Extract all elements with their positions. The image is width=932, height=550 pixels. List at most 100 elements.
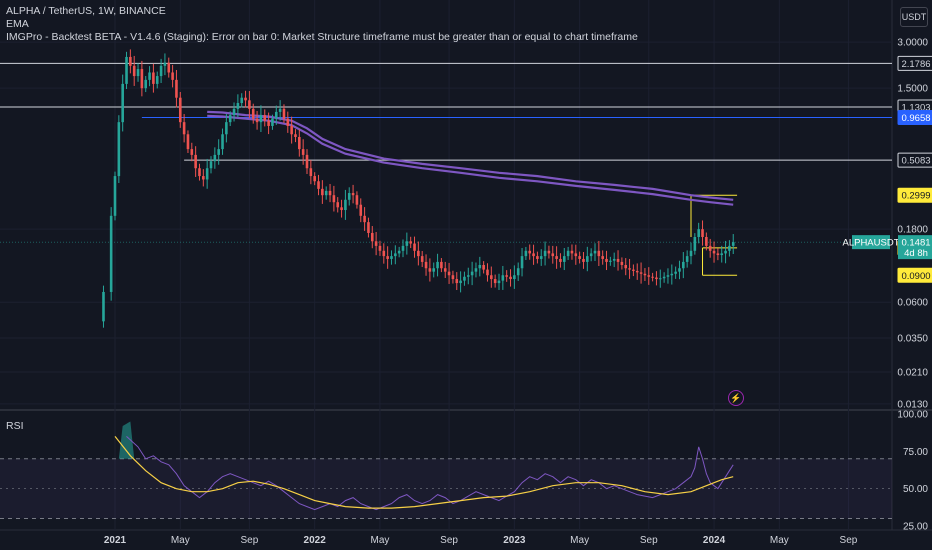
countdown-label: 4d 8h [904,248,928,259]
candle-body [505,275,508,277]
candle-body [367,222,370,233]
candle-body [555,256,558,259]
candle-body [712,250,716,254]
candle-body [159,65,163,77]
rsi-tick-label: 100.00 [897,410,928,421]
rsi-label[interactable]: RSI [6,420,24,432]
candle-body [251,108,255,119]
price-tick-label: 0.0210 [897,368,928,379]
candle-body [463,276,466,281]
candle-body [198,168,201,177]
candle-body [593,250,597,254]
candle-body [248,100,251,109]
candle-body [447,271,451,276]
rsi-tick-label: 75.00 [903,447,928,458]
candle-body [294,134,297,137]
candle-body [347,193,351,200]
price-tick-label: 3.0000 [897,38,928,49]
rsi-overbought-fill [118,421,135,459]
price-tick-label: 0.0350 [897,334,928,345]
candle-body [547,250,551,254]
candle-body [490,275,493,280]
rsi-tick-label: 25.00 [903,522,928,533]
candle-body [140,69,144,89]
candle-body [332,195,336,203]
candle-body [708,245,712,251]
candle-body [443,268,447,272]
candle-body [121,83,124,123]
candle-body [409,241,412,244]
candle-body [513,275,516,280]
candle-body [528,250,532,254]
candle-body [493,279,497,284]
candle-body [324,190,328,196]
candle-body [394,253,397,257]
candle-body [601,256,604,259]
candle-body [605,258,608,262]
candle-body [328,190,332,196]
candle-body [731,242,735,246]
candle-body [424,261,428,269]
candle-body [509,276,512,280]
candle-body [697,229,700,237]
candle-body [336,202,340,208]
candle-body [236,103,240,109]
candle-body [701,229,704,237]
symbol-tag-label: ALPHAUSDT [842,238,899,249]
candle-body [720,253,724,256]
price-tag-label: 0.5083 [901,156,930,167]
candle-body [378,245,382,251]
candle-body [102,291,105,322]
time-tick-label: May [371,535,390,546]
price-candles [102,49,735,328]
candle-body [705,236,708,246]
candle-body [271,118,274,126]
currency-button[interactable]: USDT [900,7,928,27]
candle-body [186,134,190,150]
candle-body [382,250,386,257]
candle-body [282,108,286,119]
candle-body [728,245,731,251]
candle-body [516,268,520,276]
flash-icon[interactable]: ⚡ [728,390,744,406]
candle-body [321,188,324,196]
candle-body [274,111,278,119]
candle-body [370,232,374,242]
grid-lines [0,0,932,531]
candle-body [682,261,685,269]
candle-body [344,199,347,211]
candle-body [578,256,581,259]
candle-body [586,256,589,262]
time-tick-label: 2022 [304,535,327,546]
candle-body [420,256,424,262]
candle-body [532,253,535,257]
price-tick-label: 0.0130 [897,399,928,410]
time-axis: 2021 May Sep 2022 May Sep 2023 May Sep 2024 May Sep [104,535,858,546]
candle-body [524,250,528,257]
candle-body [459,280,462,284]
candle-body [301,149,305,155]
candle-body [666,275,670,277]
candle-body [674,271,677,274]
price-tag-label: 0.2999 [901,191,930,202]
candle-body [298,136,301,150]
candle-body [205,168,209,180]
candle-body [539,256,543,259]
candle-body [497,280,501,284]
price-tag-label: 1.1303 [901,103,930,114]
candle-body [440,261,443,269]
candle-body [313,176,316,182]
indicator-ema-label[interactable]: EMA [6,18,29,30]
candle-body [351,193,355,196]
candle-body [221,134,224,150]
indicator-imgpro-error[interactable]: IMGPro - Backtest BETA - V1.4.6 (Staging… [6,31,638,43]
candle-body [620,261,624,266]
candle-body [628,268,631,270]
candle-body [374,241,378,246]
time-tick-label: May [770,535,789,546]
candle-body [286,118,290,126]
candle-body [171,72,174,80]
candle-body [263,115,267,121]
candle-body [240,97,244,104]
